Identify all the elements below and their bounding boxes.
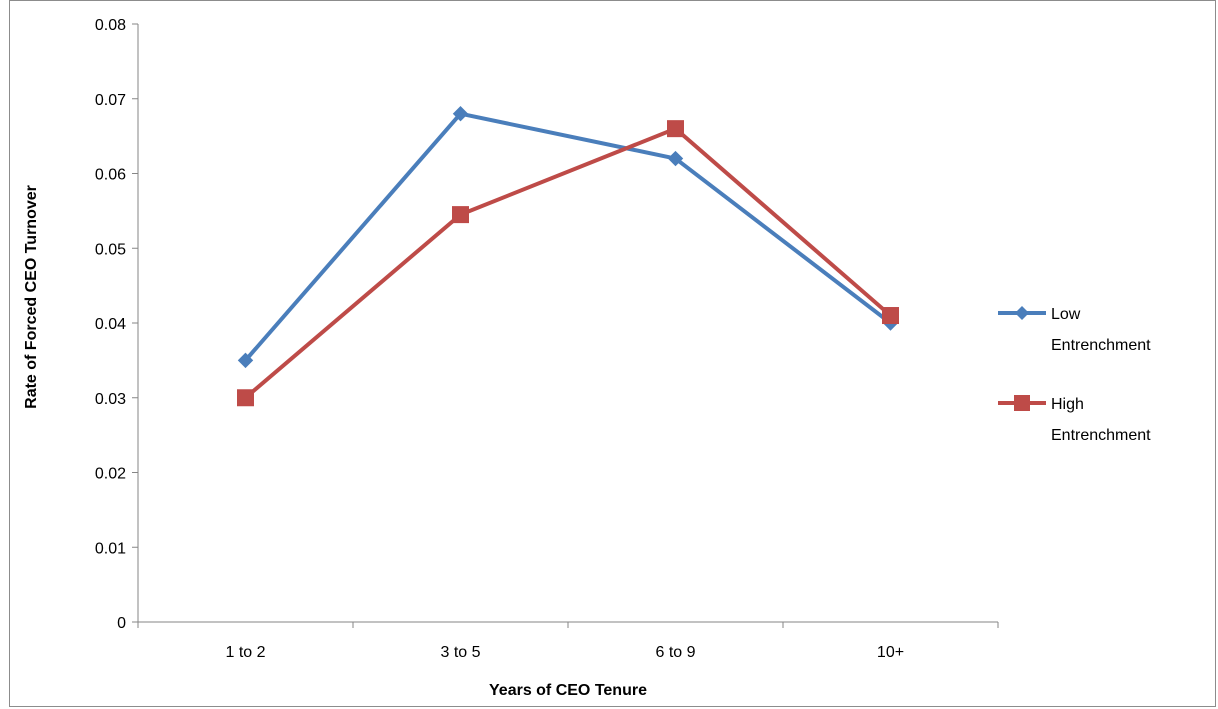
series-line-high-entrenchment bbox=[244, 126, 892, 400]
legend-label: Entrenchment bbox=[1051, 427, 1151, 444]
data-point-square bbox=[237, 389, 254, 407]
x-tick-label: 6 to 9 bbox=[655, 644, 695, 661]
x-axis-title: Years of CEO Tenure bbox=[489, 682, 647, 699]
legend-marker-square bbox=[1014, 395, 1030, 411]
y-tick-label: 0 bbox=[117, 615, 126, 632]
data-point-diamond bbox=[667, 150, 684, 167]
data-point-square bbox=[667, 120, 684, 138]
data-point-square bbox=[452, 206, 469, 224]
y-tick-label: 0.08 bbox=[95, 17, 126, 34]
y-tick-label: 0.03 bbox=[95, 391, 126, 408]
legend-label: High bbox=[1051, 396, 1084, 413]
legend-label: Low bbox=[1051, 306, 1081, 323]
y-tick-label: 0.07 bbox=[95, 92, 126, 109]
x-tick-label: 1 to 2 bbox=[225, 644, 265, 661]
series-line-low-entrenchment bbox=[243, 111, 892, 362]
y-tick-label: 0.06 bbox=[95, 167, 126, 184]
y-axis-title: Rate of Forced CEO Turnover bbox=[23, 185, 40, 409]
y-tick-label: 0.02 bbox=[95, 466, 126, 483]
data-point-square bbox=[882, 307, 899, 325]
data-point-diamond bbox=[452, 105, 469, 122]
plot-layer: 0 0.01 0.02 0.03 0.04 0.05 0.06 0.07 0.08 1 to 2 3… bbox=[95, 17, 1151, 661]
y-tick-label: 0.04 bbox=[95, 316, 126, 333]
x-tick-label: 3 to 5 bbox=[440, 644, 480, 661]
y-tick-label: 0.01 bbox=[95, 540, 126, 557]
x-tick-label: 10+ bbox=[877, 644, 904, 661]
data-point-diamond bbox=[237, 352, 254, 369]
chart-area bbox=[9, 0, 1216, 707]
y-tick-label: 0.05 bbox=[95, 241, 126, 258]
legend-label: Entrenchment bbox=[1051, 337, 1151, 354]
legend-marker-diamond bbox=[1015, 306, 1029, 320]
